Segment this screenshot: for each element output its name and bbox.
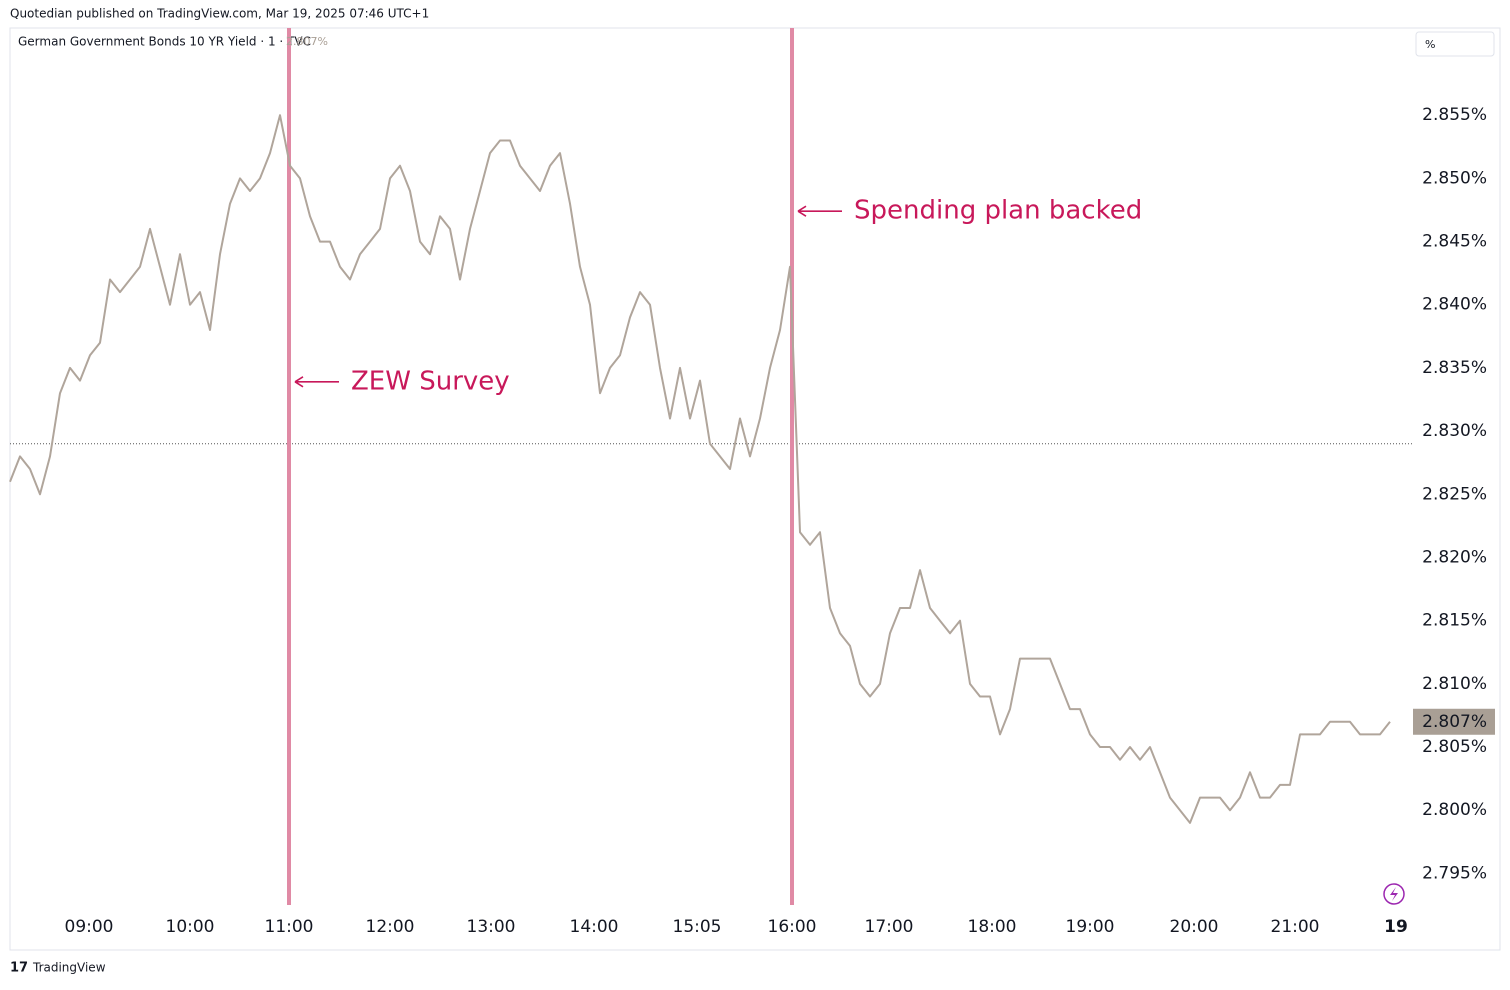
x-tick-label: 09:00 <box>65 917 114 937</box>
y-tick-label: 2.810% <box>1422 674 1487 694</box>
x-tick-label: 19:00 <box>1066 917 1115 937</box>
x-tick-label: 14:00 <box>570 917 619 937</box>
x-tick-label: 13:00 <box>467 917 516 937</box>
chart-title: German Government Bonds 10 YR Yield · 1 … <box>18 35 311 49</box>
y-tick-label: 2.850% <box>1422 168 1487 188</box>
unit-box[interactable] <box>1415 31 1495 57</box>
legend-value: 2.807% <box>286 35 328 48</box>
y-tick-label: 2.845% <box>1422 232 1487 252</box>
unit: % <box>1425 38 1435 51</box>
x-tick-label: 16:00 <box>768 917 817 937</box>
x-tick-label: 18:00 <box>968 917 1017 937</box>
lightning-icon[interactable] <box>1383 883 1405 905</box>
y-tick-label: 2.840% <box>1422 295 1487 315</box>
x-tick-label: 20:00 <box>1170 917 1219 937</box>
annotation: Spending plan backed <box>854 196 1142 226</box>
y-tick-label: 2.815% <box>1422 611 1487 631</box>
x-tick-label: 10:00 <box>166 917 215 937</box>
y-tick-label: 2.800% <box>1422 800 1487 820</box>
frame <box>9 27 1501 951</box>
lightning-glyph <box>1390 887 1398 901</box>
y-tick-label: 2.820% <box>1422 547 1487 567</box>
x-tick-label: 15:05 <box>673 917 722 937</box>
price-label: 2.807% <box>1422 712 1487 732</box>
footer: TradingView <box>32 961 106 975</box>
y-tick-label: 2.825% <box>1422 484 1487 504</box>
price-line <box>9 114 1391 824</box>
arrow <box>797 205 842 217</box>
x-tick-label: 19 <box>1384 917 1408 937</box>
price-label-box <box>1413 708 1495 735</box>
annotation: ZEW Survey <box>351 366 510 396</box>
y-tick-label: 2.830% <box>1422 421 1487 441</box>
arrow <box>294 376 339 388</box>
y-tick-label: 2.855% <box>1422 105 1487 125</box>
y-tick-label: 2.795% <box>1422 863 1487 883</box>
x-tick-label: 17:00 <box>865 917 914 937</box>
logo: 17 <box>10 961 28 976</box>
x-tick-label: 12:00 <box>366 917 415 937</box>
y-tick-label: 2.835% <box>1422 358 1487 378</box>
x-tick-label: 11:00 <box>265 917 314 937</box>
x-tick-label: 21:00 <box>1271 917 1320 937</box>
y-tick-label: 2.805% <box>1422 737 1487 757</box>
header: Quotedian published on TradingView.com, … <box>10 7 429 21</box>
